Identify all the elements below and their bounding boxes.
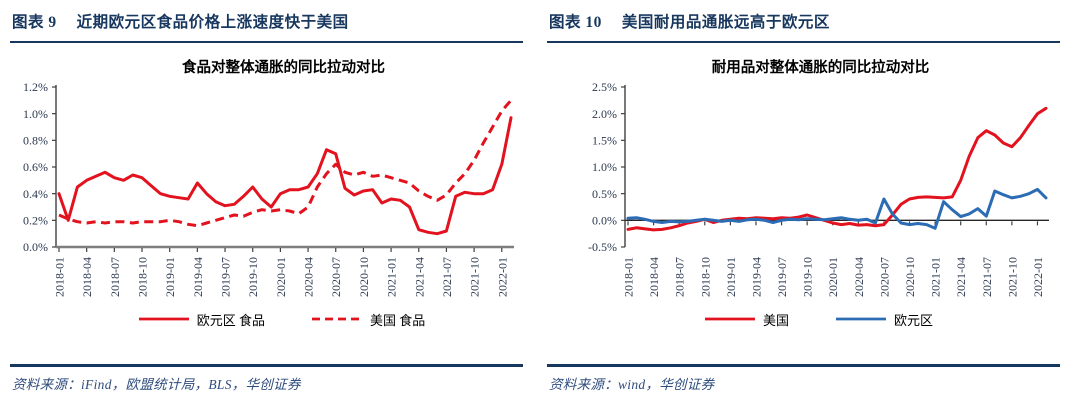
figure-title: 近期欧元区食品价格上涨速度快于美国 bbox=[76, 14, 349, 31]
y-tick-label: 0.0% bbox=[592, 214, 617, 228]
x-tick-label: 2019-10 bbox=[246, 257, 260, 297]
durables-inflation-line-chart: 2.5% 2.0% 1.5% 1.0% 0.5% 0.0% -0.5% 2018-01 2018… bbox=[588, 80, 1049, 297]
y-tick-label: -0.5% bbox=[588, 240, 617, 254]
x-tick-label: 2021-01 bbox=[929, 257, 943, 297]
food-inflation-line-chart: 1.2% 1.0% 0.8% 0.6% 0.4% 0.2% 0.0% 2018-01 2018-… bbox=[23, 80, 514, 297]
figure-10-header: 图表 10 美国耐用品通胀远高于欧元区 bbox=[547, 6, 1060, 43]
y-tick-label: 0.6% bbox=[23, 160, 48, 174]
source-note: 资料来源：iFind，欧盟统计局，BLS，华创证券 bbox=[12, 377, 301, 392]
x-tick-label: 2021-07 bbox=[440, 257, 454, 297]
x-tick-label: 2018-01 bbox=[622, 257, 636, 297]
x-tick-label: 2020-07 bbox=[877, 257, 891, 297]
x-tick-label: 2021-01 bbox=[385, 257, 399, 297]
series-line-0 bbox=[57, 116, 513, 236]
x-tick-label: 2020-01 bbox=[274, 257, 288, 297]
figure-title: 美国耐用品通胀远高于欧元区 bbox=[621, 14, 830, 31]
y-tick-label: 1.0% bbox=[592, 160, 617, 174]
x-tick-label: 2020-04 bbox=[852, 257, 866, 297]
figure-10: 图表 10 美国耐用品通胀远高于欧元区 耐用品对整体通胀的同比拉动对比 2.5%… bbox=[537, 0, 1074, 404]
legend-label: 美国 食品 bbox=[370, 312, 426, 328]
x-tick-label: 2018-07 bbox=[108, 257, 122, 297]
legend-label: 欧元区 食品 bbox=[196, 312, 265, 328]
x-tick-label: 2018-10 bbox=[136, 257, 150, 297]
x-tick-label: 2018-04 bbox=[647, 257, 661, 297]
chart-title: 耐用品对整体通胀的同比拉动对比 bbox=[711, 60, 930, 76]
legend-item: 美国 bbox=[704, 310, 789, 329]
y-tick-label: 1.2% bbox=[23, 80, 48, 94]
legend-line-sample bbox=[836, 317, 886, 321]
x-tick-label: 2019-07 bbox=[219, 257, 233, 297]
legend-line-sample bbox=[704, 317, 755, 321]
figure-number: 图表 10 bbox=[549, 14, 602, 31]
figure-9-footer: 资料来源：iFind，欧盟统计局，BLS，华创证券 bbox=[10, 364, 523, 404]
figure-9: 图表 9 近期欧元区食品价格上涨速度快于美国 食品对整体通胀的同比拉动对比 1.… bbox=[10, 6, 523, 404]
chart-legend: 美国 欧元区 bbox=[547, 307, 1060, 331]
figure-9-header: 图表 9 近期欧元区食品价格上涨速度快于美国 bbox=[10, 6, 523, 43]
x-tick-label: 2020-10 bbox=[903, 257, 917, 297]
legend-line-sample bbox=[138, 317, 189, 321]
y-tick-label: 1.0% bbox=[23, 107, 48, 121]
x-tick-label: 2019-04 bbox=[749, 257, 763, 297]
x-tick-label: 2018-04 bbox=[80, 257, 94, 297]
x-tick-label: 2018-01 bbox=[53, 257, 67, 297]
y-tick-label: 2.5% bbox=[592, 80, 617, 94]
x-tick-label: 2018-07 bbox=[673, 257, 687, 297]
y-tick-label: 0.2% bbox=[23, 214, 48, 228]
figure-10-footer: 资料来源：wind，华创证券 bbox=[547, 364, 1060, 404]
x-tick-label: 2020-07 bbox=[329, 257, 343, 297]
x-tick-label: 2019-10 bbox=[801, 257, 815, 297]
chart-title: 食品对整体通胀的同比拉动对比 bbox=[182, 60, 385, 76]
x-tick-label: 2022-01 bbox=[1031, 257, 1045, 297]
legend-item: 美国 食品 bbox=[311, 310, 425, 329]
chart-legend: 欧元区 食品 美国 食品 bbox=[10, 307, 523, 331]
figure-number: 图表 9 bbox=[12, 14, 57, 31]
x-tick-label: 2021-07 bbox=[980, 257, 994, 297]
y-tick-label: 0.8% bbox=[23, 134, 48, 148]
x-tick-label: 2020-04 bbox=[302, 257, 316, 297]
legend-line-sample bbox=[312, 317, 362, 321]
y-tick-label: 1.5% bbox=[592, 134, 617, 148]
x-tick-label: 2021-10 bbox=[468, 257, 482, 297]
y-tick-label: 0.0% bbox=[23, 240, 48, 254]
x-tick-label: 2018-10 bbox=[698, 257, 712, 297]
x-tick-label: 2020-10 bbox=[357, 257, 371, 297]
x-tick-label: 2021-04 bbox=[954, 257, 968, 297]
x-tick-label: 2021-10 bbox=[1005, 257, 1019, 297]
x-tick-label: 2022-01 bbox=[495, 257, 509, 297]
x-tick-label: 2019-04 bbox=[191, 257, 205, 297]
x-tick-label: 2020-01 bbox=[826, 257, 840, 297]
y-tick-label: 2.0% bbox=[592, 107, 617, 121]
source-note: 资料来源：wind，华创证券 bbox=[549, 377, 715, 392]
x-tick-label: 2019-01 bbox=[724, 257, 738, 297]
y-tick-label: 0.4% bbox=[23, 187, 48, 201]
x-tick-label: 2019-07 bbox=[775, 257, 789, 297]
legend-label: 美国 bbox=[762, 312, 789, 328]
y-tick-label: 0.5% bbox=[592, 187, 617, 201]
legend-label: 欧元区 bbox=[894, 312, 934, 328]
legend-item: 欧元区 食品 bbox=[138, 310, 265, 329]
x-tick-label: 2019-01 bbox=[163, 257, 177, 297]
legend-item: 欧元区 bbox=[835, 310, 933, 329]
series-line-1 bbox=[626, 187, 1048, 230]
x-tick-label: 2021-04 bbox=[412, 257, 426, 297]
series-line-1 bbox=[58, 99, 513, 228]
